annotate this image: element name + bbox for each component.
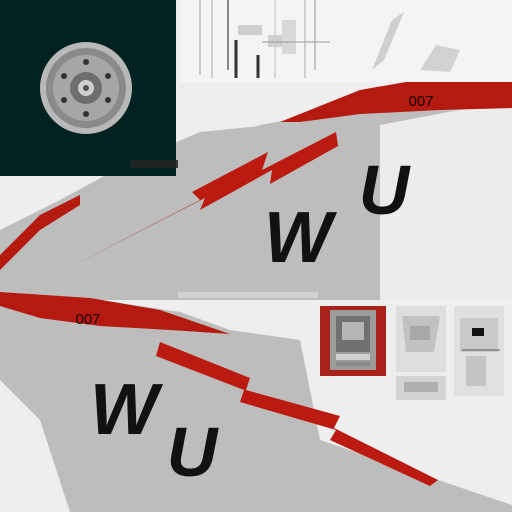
fin-seam-strip — [178, 292, 318, 298]
panel-detail-icon — [396, 306, 446, 400]
hatch-panel-tile — [320, 306, 386, 376]
upper-lightning-bolt-icon — [60, 132, 338, 272]
lower-tail-code-w: W — [90, 370, 164, 450]
upper-tail-code-w: W — [264, 198, 338, 278]
upper-fin-red-stripe — [280, 72, 512, 122]
upper-fin-leading-edge-stripe — [0, 195, 80, 270]
upper-tail-code-u: U — [359, 151, 411, 229]
upper-tail-fin: 007 W U — [0, 72, 512, 300]
wheel-icon — [40, 42, 132, 134]
lower-lightning-bolt-icon — [156, 342, 438, 486]
upper-fin-light-patch — [380, 100, 512, 300]
small-dark-strip — [130, 160, 178, 168]
lower-tail-fin: 007 W U — [0, 292, 512, 512]
wheel-tile — [0, 0, 176, 176]
upper-modex-number: 007 — [408, 93, 433, 110]
antenna-panel-tile — [454, 306, 504, 396]
lower-modex-number: 007 — [75, 311, 100, 328]
lower-fin-red-stripe — [0, 292, 230, 334]
top-right-detail-strip — [180, 0, 512, 82]
lower-tail-code-u: U — [167, 413, 219, 491]
